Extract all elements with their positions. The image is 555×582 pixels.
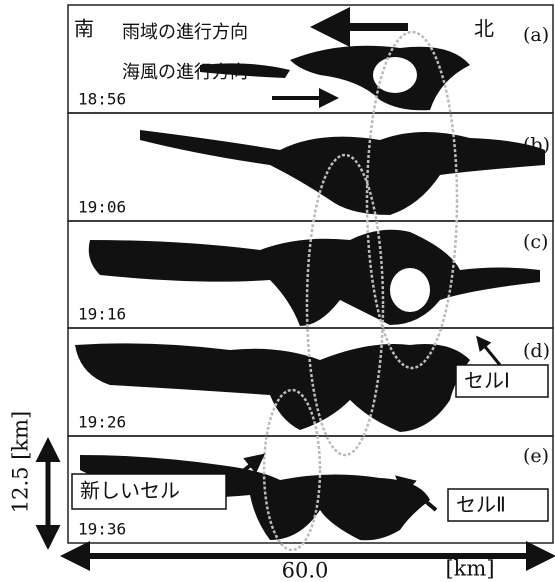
callout-arrow [478,338,500,365]
echoes [75,46,545,541]
rain-direction: 雨域の進行方向 [122,22,248,43]
panel-time: 19:16 [78,305,126,324]
echo [75,343,470,432]
panel-time: 19:36 [78,520,126,539]
echo [140,130,545,215]
horizontal-scale-value: 60.0 [282,559,329,582]
echo-gap [390,268,430,312]
echo [89,230,540,326]
figure: (a) 18:56 (b) 19:06 (c) 19:16 (d) 19:26 … [0,0,555,582]
north-label: 北 [474,17,494,41]
new-cell-label: 新しいセル [80,479,180,503]
panel-label: (c) [523,231,548,253]
panel-label: (a) [523,24,549,46]
sea-breeze-direction: 海風の進行方向 [122,62,248,83]
vertical-scale-label: 12.5 [km] [9,411,33,513]
south-label: 南 [74,17,94,41]
cell-2-label: セルⅡ [456,493,506,517]
cell-1-label: セルⅠ [464,369,510,393]
panel-time: 19:26 [78,413,126,432]
panel-time: 18:56 [78,90,126,109]
panel-time: 19:06 [78,198,126,217]
horizontal-scale-unit: [km] [445,557,494,581]
panel-label: (d) [523,340,550,362]
panel-label: (b) [523,134,550,156]
panel-label: (e) [523,445,549,467]
